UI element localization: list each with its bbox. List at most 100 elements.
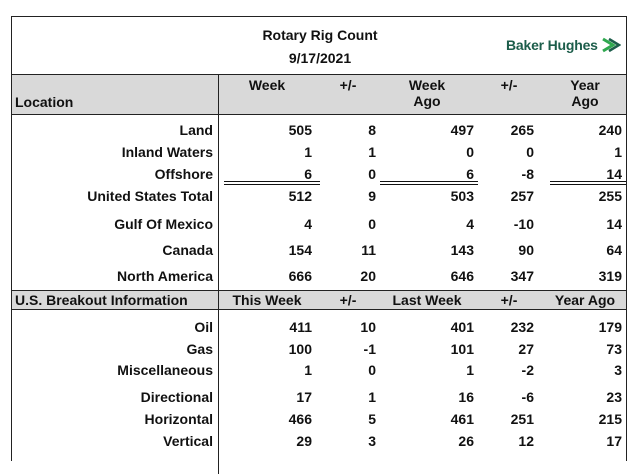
report-date: 9/17/2021 xyxy=(288,50,352,66)
table-cell-value: 0 xyxy=(368,362,376,378)
table-row-label: Canada xyxy=(162,242,213,258)
table-cell-value: 1 xyxy=(304,362,312,378)
table-cell-value: 3 xyxy=(614,362,622,378)
rig-count-table: Rotary Rig Count 9/17/2021 Baker Hughes … xyxy=(11,16,627,474)
table-cell-value: 11 xyxy=(361,242,376,258)
table-cell-value: 5 xyxy=(368,411,376,427)
table-cell-value: 4 xyxy=(466,216,474,232)
table-cell-value: 646 xyxy=(450,268,474,284)
table-cell-value: 503 xyxy=(450,188,474,204)
table-cell-value: 3 xyxy=(368,433,376,449)
table-cell-value: 73 xyxy=(606,341,622,357)
table-cell-value: 319 xyxy=(598,268,622,284)
table-cell-value: 1 xyxy=(614,144,622,160)
table-cell-value: 12 xyxy=(518,433,534,449)
baker-hughes-chevron-icon xyxy=(601,37,621,53)
total-rule xyxy=(224,181,320,182)
table-cell-value: 10 xyxy=(360,319,376,335)
table-cell-value: 90 xyxy=(518,242,534,258)
table-row-label: Inland Waters xyxy=(121,144,213,160)
table-cell-value: 257 xyxy=(510,188,534,204)
table-row-label: Gulf Of Mexico xyxy=(114,216,213,232)
table-cell-value: 0 xyxy=(466,144,474,160)
table-row-label: Oil xyxy=(194,319,213,335)
section1-column-header: Week Ago xyxy=(408,77,446,109)
table-cell-value: 215 xyxy=(598,411,622,427)
total-rule xyxy=(550,181,626,182)
table-cell-value: 8 xyxy=(368,122,376,138)
table-cell-value: 1 xyxy=(304,144,312,160)
section2-column-header: +/- xyxy=(339,292,357,308)
table-cell-value: 154 xyxy=(288,242,312,258)
table-row-label: Gas xyxy=(186,341,213,357)
section1-column-header: +/- xyxy=(339,77,357,93)
table-cell-value: 27 xyxy=(518,341,534,357)
table-cell-value: 401 xyxy=(450,319,474,335)
brand-name: Baker Hughes xyxy=(506,37,598,53)
table-cell-value: 16 xyxy=(458,389,474,405)
table-cell-value: 1 xyxy=(368,144,376,160)
section2-column-header: Last Week xyxy=(392,292,462,308)
table-row-label: Horizontal xyxy=(144,411,213,427)
section2-column-header: +/- xyxy=(500,292,518,308)
table-cell-value: 0 xyxy=(368,166,376,182)
table-cell-value: 9 xyxy=(368,188,376,204)
table-cell-value: 26 xyxy=(458,433,474,449)
table-cell-value: 100 xyxy=(288,341,312,357)
report-title: Rotary Rig Count xyxy=(262,27,378,43)
table-cell-value: -10 xyxy=(513,216,534,232)
table-cell-value: 17 xyxy=(296,389,312,405)
section1-column-header: Week xyxy=(248,77,286,93)
table-cell-value: 1 xyxy=(368,389,376,405)
table-cell-value: 240 xyxy=(598,122,622,138)
table-row-label: Directional xyxy=(140,389,213,405)
section2-label: U.S. Breakout Information xyxy=(15,292,188,308)
table-cell-value: 179 xyxy=(598,319,622,335)
table-cell-value: 411 xyxy=(289,319,312,335)
table-cell-value: 232 xyxy=(510,319,534,335)
total-rule xyxy=(380,181,478,182)
table-cell-value: 251 xyxy=(510,411,534,427)
total-rule xyxy=(224,184,320,185)
table-cell-value: 505 xyxy=(288,122,312,138)
table-cell-value: 497 xyxy=(450,122,474,138)
table-cell-value: 23 xyxy=(606,389,622,405)
section1-column-header: +/- xyxy=(500,77,518,93)
table-cell-value: 265 xyxy=(510,122,534,138)
table-cell-value: 14 xyxy=(606,166,622,182)
brand-logo: Baker Hughes xyxy=(506,37,621,53)
section2-column-header: This Week xyxy=(232,292,302,308)
table-cell-value: 347 xyxy=(510,268,534,284)
table-cell-value: -6 xyxy=(521,389,534,405)
table-cell-value: 64 xyxy=(606,242,622,258)
table-cell-value: 0 xyxy=(526,144,534,160)
table-cell-value: 461 xyxy=(450,411,474,427)
table-row-label: North America xyxy=(117,268,213,284)
table-cell-value: 1 xyxy=(466,362,474,378)
table-cell-value: 17 xyxy=(606,433,622,449)
table-cell-value: 14 xyxy=(606,216,622,232)
total-rule xyxy=(380,184,478,185)
table-cell-value: -2 xyxy=(521,362,534,378)
total-rule xyxy=(550,184,626,185)
table-row-label: United States Total xyxy=(87,188,213,204)
section1-column-header: Year Ago xyxy=(570,77,600,109)
section1-header-band xyxy=(12,74,626,115)
table-cell-value: 6 xyxy=(304,166,312,182)
table-cell-value: 20 xyxy=(360,268,376,284)
table-cell-value: 466 xyxy=(288,411,312,427)
section2-header-band xyxy=(12,290,626,310)
table-cell-value: 6 xyxy=(466,166,474,182)
table-cell-value: 666 xyxy=(288,268,312,284)
table-cell-value: 101 xyxy=(450,341,474,357)
table-row-label: Offshore xyxy=(154,166,213,182)
label-column-divider xyxy=(218,74,219,474)
table-cell-value: -1 xyxy=(363,341,376,357)
table-cell-value: 4 xyxy=(304,216,312,232)
table-cell-value: 255 xyxy=(598,188,622,204)
table-row-label: Land xyxy=(179,122,213,138)
table-cell-value: 0 xyxy=(368,216,376,232)
section2-column-header: Year Ago xyxy=(554,292,616,308)
table-row-label: Vertical xyxy=(163,433,213,449)
table-cell-value: 29 xyxy=(296,433,312,449)
